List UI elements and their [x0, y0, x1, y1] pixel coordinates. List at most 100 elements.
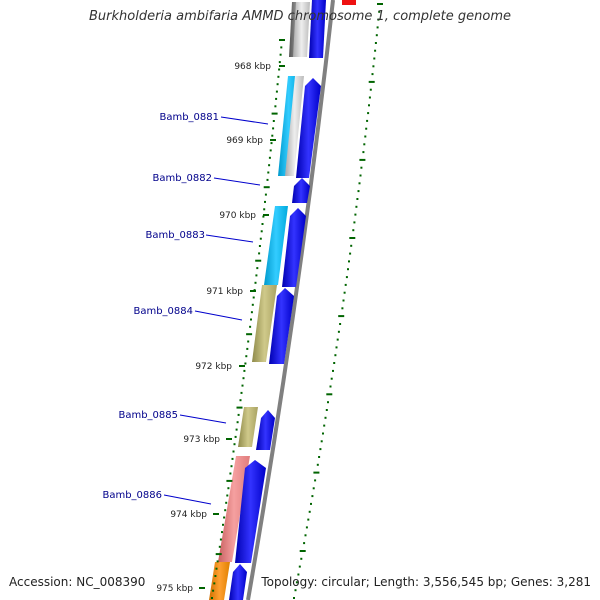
ruler-dot — [262, 215, 265, 218]
ruler-dot — [324, 416, 327, 419]
ruler-dot — [314, 479, 317, 482]
ruler-dot — [375, 34, 378, 37]
ruler-dot — [230, 465, 233, 468]
ruler-dot — [258, 245, 261, 247]
ruler-dot — [231, 457, 234, 460]
ruler-dot — [342, 299, 345, 302]
ruler-dot — [295, 581, 298, 584]
ruler-dot — [369, 88, 372, 91]
gene-label-bamb-0885[interactable]: Bamb_0885 — [118, 410, 178, 421]
ruler-dot — [215, 553, 222, 556]
ruler-dot — [318, 456, 321, 458]
feature-top-silver — [293, 2, 310, 57]
ruler-dot — [250, 311, 253, 314]
gene-block-bottom-orange — [209, 562, 230, 600]
ruler-dot — [212, 589, 215, 592]
leader-line-bamb-0881 — [220, 116, 269, 125]
ruler-dot — [255, 259, 262, 262]
kbp-label-972: 972 kbp — [195, 362, 232, 372]
ruler-dot — [297, 573, 300, 576]
ruler-dot — [325, 409, 328, 411]
ruler-dot — [303, 542, 306, 545]
ruler-dot — [264, 200, 266, 203]
ruler-dot — [344, 283, 347, 286]
ruler-dot — [359, 158, 366, 161]
ruler-dot — [214, 575, 217, 577]
ruler-dot — [218, 545, 221, 548]
ruler-dot — [279, 39, 285, 41]
ruler-dot — [269, 149, 272, 152]
ruler-dot — [271, 134, 274, 137]
ruler-dot — [376, 26, 379, 29]
ruler-dot — [250, 318, 252, 321]
topology-text: Topology: circular; Length: 3,556,545 bp… — [261, 575, 591, 589]
gene-label-bamb-0882[interactable]: Bamb_0882 — [152, 173, 212, 184]
ruler-dot — [300, 557, 303, 560]
cds-arrow-bamb-0881 — [296, 78, 321, 178]
ruler-dot — [319, 448, 322, 451]
ruler-dot — [329, 385, 332, 388]
ruler-dot — [239, 399, 242, 402]
ruler-dot — [334, 354, 337, 357]
cds-arrow-top — [309, 0, 326, 58]
leader-line-bamb-0886 — [163, 494, 212, 505]
gene-label-bamb-0886[interactable]: Bamb_0886 — [102, 490, 162, 501]
ruler-dot — [244, 362, 247, 365]
kbp-label-970: 970 kbp — [219, 211, 256, 221]
leader-line-bamb-0882 — [213, 177, 261, 186]
ruler-dot — [277, 75, 280, 78]
ruler-dot — [322, 432, 324, 435]
ruler-dot — [371, 73, 374, 76]
ruler-dot — [356, 198, 359, 200]
ruler-dot — [240, 391, 243, 394]
ruler-dot — [279, 53, 282, 56]
ruler-dot — [358, 182, 361, 185]
ruler-dot — [226, 494, 229, 497]
ruler-dot — [222, 523, 224, 526]
ruler-dot — [349, 237, 356, 239]
ruler-dot — [305, 526, 308, 529]
ruler-dot — [323, 424, 326, 427]
ruler-dot — [354, 213, 357, 216]
ruler-dot — [275, 90, 278, 93]
ruler-dot — [307, 518, 310, 521]
ruler-dot — [272, 120, 275, 122]
ruler-dot — [320, 440, 323, 443]
gene-block-bamb-0886 — [218, 456, 250, 562]
ruler-dot — [276, 83, 279, 86]
ruler-dot — [219, 538, 222, 541]
ruler-dot — [359, 174, 362, 177]
ruler-dot — [355, 205, 358, 208]
ruler-dot — [310, 502, 312, 505]
ruler-dot — [363, 143, 366, 146]
ruler-dot — [268, 156, 271, 159]
gene-label-bamb-0881[interactable]: Bamb_0881 — [159, 112, 219, 123]
gene-label-bamb-0884[interactable]: Bamb_0884 — [133, 306, 193, 317]
ruler-dot — [261, 223, 264, 225]
ruler-dot — [377, 3, 383, 5]
position-ruler-inner — [211, 39, 285, 599]
ruler-dot — [221, 531, 223, 534]
ruler-dot — [229, 472, 232, 475]
kbp-label-974: 974 kbp — [170, 510, 207, 520]
ruler-dot — [352, 229, 355, 232]
ruler-dot — [374, 42, 377, 44]
ruler-dot — [367, 112, 370, 115]
ruler-dot — [336, 338, 339, 341]
ruler-dot — [362, 151, 365, 154]
leader-line-bamb-0885 — [179, 414, 227, 424]
ruler-dot — [335, 346, 338, 349]
ruler-dot — [242, 377, 245, 380]
ruler-dot — [343, 291, 346, 294]
ruler-dot — [267, 171, 270, 174]
ruler-dot — [226, 479, 233, 482]
ruler-dot — [278, 61, 281, 64]
ruler-dot — [246, 333, 253, 336]
ruler-dot — [234, 435, 237, 438]
gene-label-bamb-0883[interactable]: Bamb_0883 — [145, 230, 205, 241]
ruler-dot — [247, 340, 250, 343]
ruler-dot — [349, 252, 352, 255]
ruler-dot — [333, 362, 336, 364]
ruler-dot — [213, 582, 216, 585]
